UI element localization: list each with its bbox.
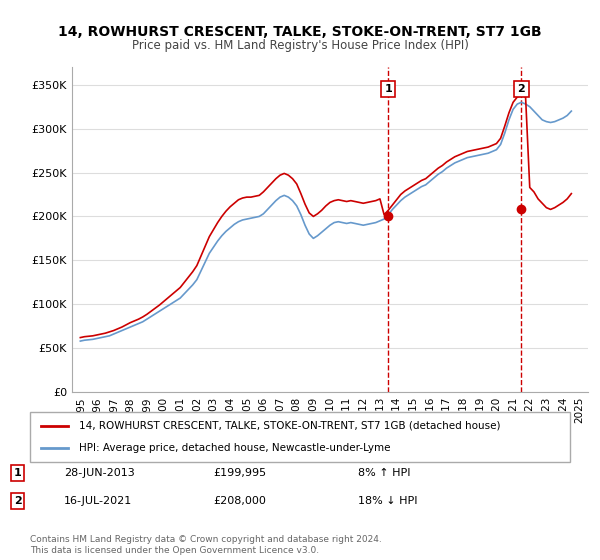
Text: 16-JUL-2021: 16-JUL-2021 — [64, 496, 132, 506]
Text: 18% ↓ HPI: 18% ↓ HPI — [358, 496, 417, 506]
FancyBboxPatch shape — [30, 412, 570, 462]
Text: 2: 2 — [518, 84, 525, 94]
Text: 8% ↑ HPI: 8% ↑ HPI — [358, 468, 410, 478]
Text: 14, ROWHURST CRESCENT, TALKE, STOKE-ON-TRENT, ST7 1GB (detached house): 14, ROWHURST CRESCENT, TALKE, STOKE-ON-T… — [79, 421, 500, 431]
Text: 28-JUN-2013: 28-JUN-2013 — [64, 468, 134, 478]
Text: 14, ROWHURST CRESCENT, TALKE, STOKE-ON-TRENT, ST7 1GB: 14, ROWHURST CRESCENT, TALKE, STOKE-ON-T… — [58, 25, 542, 39]
Text: 1: 1 — [385, 84, 392, 94]
Text: HPI: Average price, detached house, Newcastle-under-Lyme: HPI: Average price, detached house, Newc… — [79, 443, 390, 453]
Text: Contains HM Land Registry data © Crown copyright and database right 2024.: Contains HM Land Registry data © Crown c… — [30, 535, 382, 544]
Text: 2: 2 — [14, 496, 22, 506]
Text: £199,995: £199,995 — [214, 468, 267, 478]
Text: 1: 1 — [14, 468, 22, 478]
Text: £208,000: £208,000 — [214, 496, 266, 506]
Text: Price paid vs. HM Land Registry's House Price Index (HPI): Price paid vs. HM Land Registry's House … — [131, 39, 469, 52]
Text: This data is licensed under the Open Government Licence v3.0.: This data is licensed under the Open Gov… — [30, 546, 319, 555]
